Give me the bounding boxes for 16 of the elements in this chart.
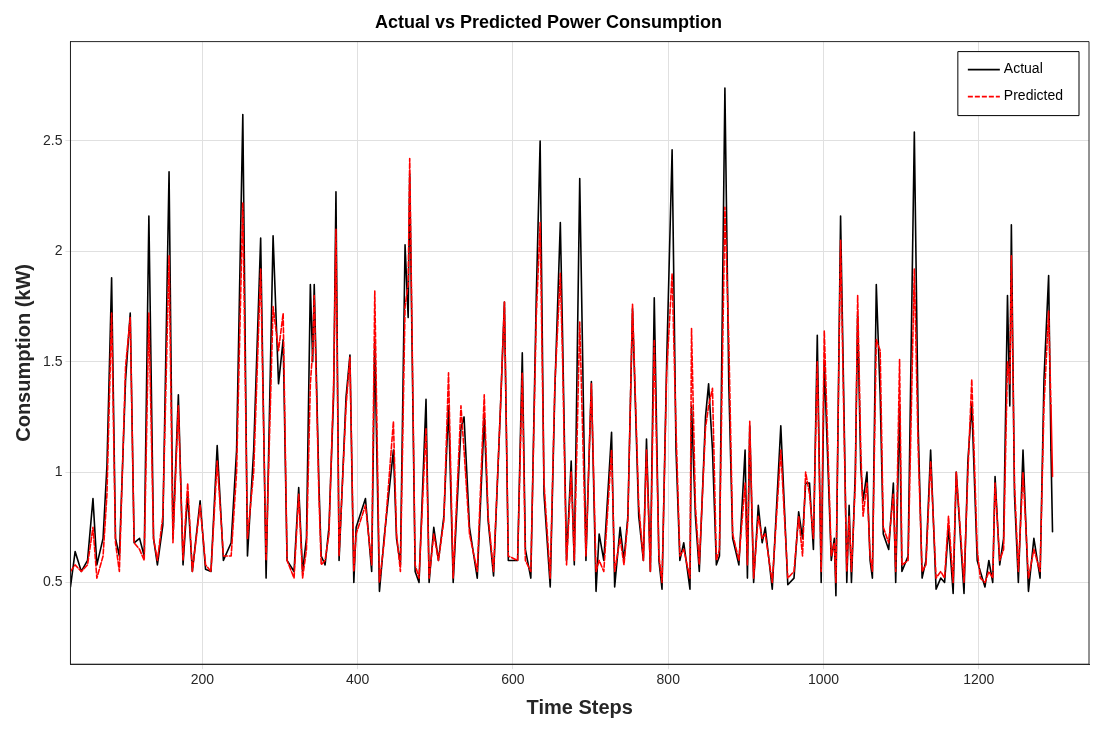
x-axis-title: Time Steps xyxy=(526,695,633,718)
x-tick-label: 800 xyxy=(656,671,681,688)
legend-label: Actual xyxy=(1003,60,1043,77)
chart-title: Actual vs Predicted Power Consumption xyxy=(374,11,723,32)
y-axis-title: Consumption (kW) xyxy=(11,264,34,442)
x-tick-label: 600 xyxy=(501,671,525,688)
x-tick-label: 1000 xyxy=(807,671,840,688)
legend-label: Predicted xyxy=(1003,87,1064,104)
y-tick-label: 1 xyxy=(54,462,63,479)
x-tick-label: 200 xyxy=(190,671,215,688)
y-tick-label: 2 xyxy=(54,242,63,259)
x-tick-label: 400 xyxy=(346,671,370,688)
y-tick-label: 0.5 xyxy=(42,573,63,590)
x-tick-label: 1200 xyxy=(963,671,995,688)
y-tick-label: 2.5 xyxy=(42,131,63,148)
y-tick-label: 1.5 xyxy=(42,352,63,369)
